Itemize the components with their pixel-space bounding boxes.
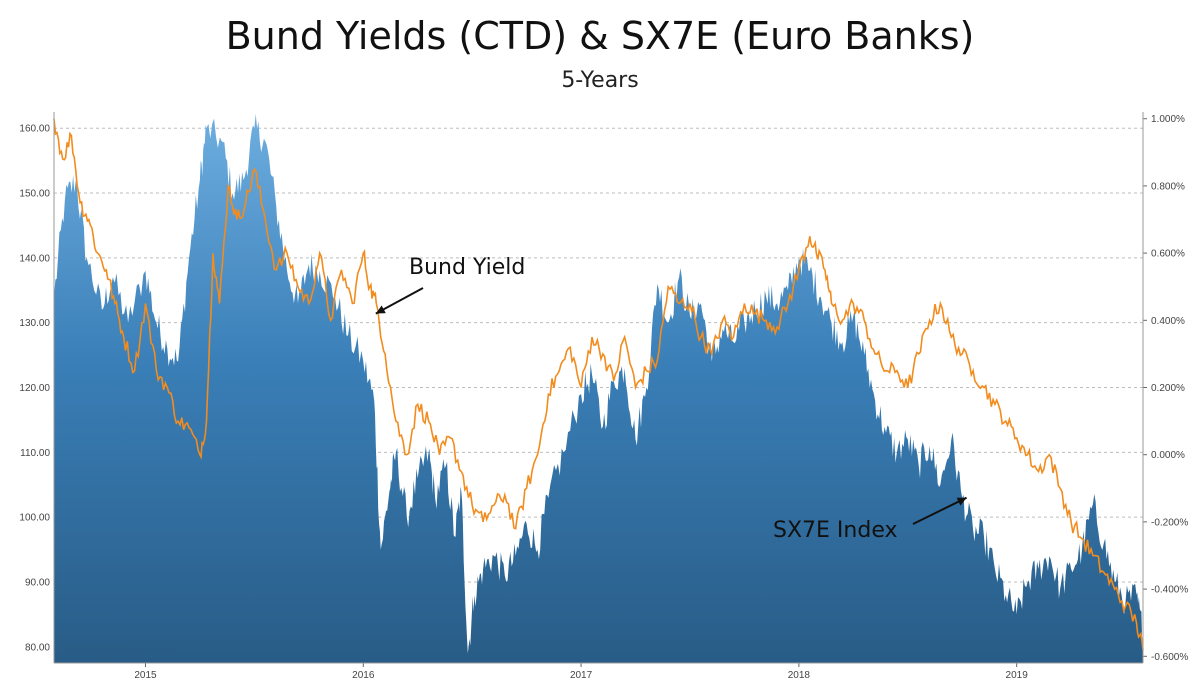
y-left-tick-label: 110.00	[20, 448, 50, 459]
y-left-tick-label: 140.00	[19, 253, 50, 264]
y-right-tick-label: 1.000%	[1151, 114, 1185, 125]
axes: 160.00 150.00 140.00 130.00 120.00 110.00 100.…	[19, 112, 1188, 681]
bund-yield-annotation: Bund Yield	[409, 255, 525, 280]
y-right-tick-label: 0.400%	[1151, 316, 1185, 327]
x-tick-label: 2015	[134, 670, 157, 681]
y-left-tick-label: 120.00	[19, 383, 50, 394]
x-tick-label: 2017	[570, 670, 593, 681]
y-right-tick-label: 0.800%	[1151, 181, 1185, 192]
chart-subtitle: 5-Years	[561, 68, 639, 93]
watermark: PricingMonkey.com	[62, 642, 174, 657]
bund-yield-line	[53, 118, 1144, 650]
sx7e-annotation: SX7E Index	[773, 518, 898, 543]
annotation-arrow	[912, 496, 968, 525]
y-right-tick-label: -0.600%	[1151, 652, 1188, 663]
y-left-tick-label: 100.00	[19, 513, 50, 524]
y-right-tick-label: 0.600%	[1151, 249, 1185, 260]
y-left-tick-label: 130.00	[19, 318, 50, 329]
y-left-tick-label: 90.00	[25, 577, 50, 588]
sx7e-area	[54, 113, 1143, 663]
y-right-tick-label: -0.400%	[1151, 585, 1188, 596]
y-right-tick-label: 0.200%	[1151, 383, 1185, 394]
y-left-tick-label: 160.00	[19, 124, 50, 135]
annotation-arrowhead	[956, 497, 967, 506]
y-left-tick-label: 80.00	[25, 642, 50, 653]
annotation-arrowhead	[375, 305, 386, 314]
y-left-tick-label: 150.00	[19, 189, 50, 200]
chart-title: Bund Yields (CTD) & SX7E (Euro Banks)	[225, 14, 975, 58]
x-tick-label: 2016	[352, 670, 375, 681]
x-tick-label: 2019	[1006, 670, 1029, 681]
y-right-tick-label: 0.000%	[1151, 450, 1185, 461]
x-tick-label: 2018	[788, 670, 811, 681]
annotations: Bund Yield SX7E Index	[375, 255, 968, 543]
y-right-tick-label: -0.200%	[1151, 517, 1188, 528]
